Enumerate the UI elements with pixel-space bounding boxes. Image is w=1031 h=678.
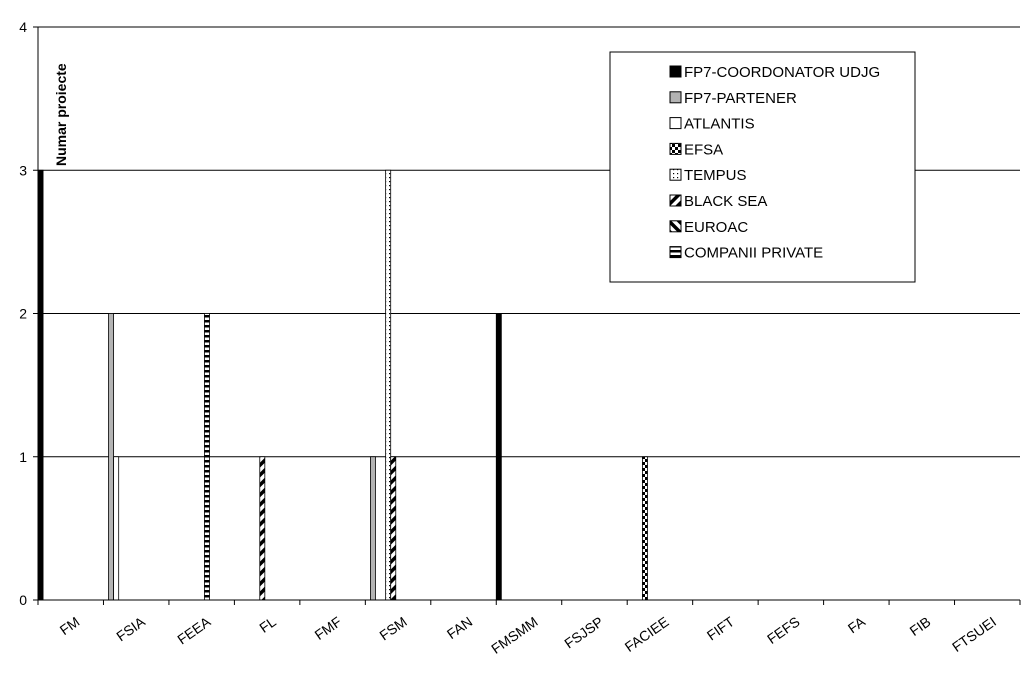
legend-label-3: EFSA [684, 141, 723, 158]
bar-FM-0 [37, 169, 44, 601]
legend-swatch-4 [669, 168, 682, 181]
legend-swatch-5 [669, 194, 682, 207]
bar-FSM-5 [390, 456, 397, 601]
legend: FP7-COORDONATOR UDJG FP7-PARTENER ATLANTIS… [609, 51, 916, 283]
x-tick-label-FA: FA [845, 613, 869, 636]
legend-label-7: COMPANII PRIVATE [684, 245, 823, 262]
y-tick-label-4: 4 [19, 19, 27, 35]
x-tick-label-FEEA: FEEA [174, 613, 214, 647]
x-tick-label-FSM: FSM [376, 613, 409, 643]
bar-FMSMM-0 [495, 313, 502, 601]
legend-swatch-6 [669, 220, 682, 233]
x-tick-label-FSIA: FSIA [113, 613, 148, 644]
x-tick-label-FIFT: FIFT [704, 613, 738, 643]
x-tick-label-FTSUEI: FTSUEI [949, 613, 999, 655]
bar-FL-5 [259, 456, 266, 601]
bar-FEEA-7 [204, 313, 210, 601]
axes-layer [33, 26, 1021, 605]
x-tick-label-FEFS: FEFS [764, 613, 802, 647]
x-tick-label-FACIEE: FACIEE [622, 613, 672, 655]
y-tick-label-2: 2 [19, 306, 27, 322]
legend-swatch-3 [669, 142, 682, 155]
legend-label-6: EUROAC [684, 219, 748, 236]
bar-FSIA-2 [113, 456, 120, 601]
x-tick-label-FIB: FIB [907, 613, 934, 639]
bar-FSIA-1 [108, 313, 115, 601]
bar-FSM-1 [370, 456, 376, 601]
y-tick-labels: 0 1 2 3 4 [19, 19, 27, 608]
bars-layer [37, 169, 648, 601]
y-tick-label-3: 3 [19, 162, 27, 178]
x-tick-labels: FM FSIA FEEA FL FMF FSM FAN FMSMM FSJSP FACIEE FIF… [57, 613, 999, 657]
bar-FSM-4 [385, 169, 392, 601]
legend-box [609, 51, 916, 283]
legend-label-2: ATLANTIS [684, 116, 755, 133]
legend-swatch-0 [669, 65, 682, 78]
x-tick-label-FM: FM [57, 613, 83, 638]
bar-FACIEE-3 [642, 456, 648, 601]
legend-swatch-1 [669, 91, 682, 104]
legend-swatch-2 [669, 117, 682, 130]
legend-label-0: FP7-COORDONATOR UDJG [684, 64, 880, 81]
y-tick-label-0: 0 [19, 592, 27, 608]
x-tick-label-FAN: FAN [444, 613, 475, 642]
y-axis-label: Numar proiecte [53, 63, 69, 166]
legend-label-1: FP7-PARTENER [684, 90, 797, 107]
x-tick-label-FMF: FMF [312, 613, 345, 643]
legend-label-5: BLACK SEA [684, 193, 767, 210]
x-tick-label-FMSMM: FMSMM [488, 613, 541, 656]
legend-swatch-7 [669, 246, 682, 259]
x-tick-label-FSJSP: FSJSP [561, 613, 606, 651]
grid-layer [38, 26, 1020, 458]
legend-label-4: TEMPUS [684, 167, 747, 184]
y-tick-label-1: 1 [19, 449, 27, 465]
x-tick-label-FL: FL [256, 613, 279, 636]
